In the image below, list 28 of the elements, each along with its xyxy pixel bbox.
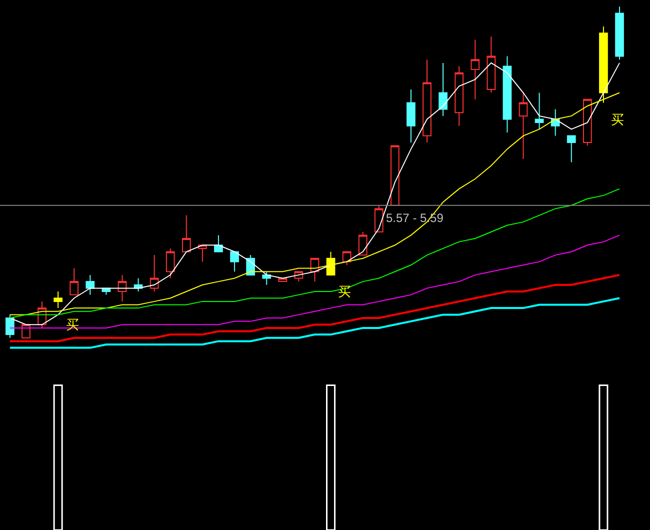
candlestick [214, 234, 223, 252]
candlestick [262, 271, 272, 286]
candlestick [518, 92, 528, 160]
candlestick [438, 62, 448, 116]
candlestick [54, 291, 62, 309]
candlestick [6, 314, 14, 338]
candlestick [118, 274, 127, 302]
candlestick [502, 56, 512, 133]
annotation: 买 [338, 285, 351, 300]
candlestick [470, 39, 480, 100]
candlestick [230, 251, 239, 272]
candlestick [86, 274, 95, 296]
candlestick [422, 59, 432, 143]
annotation: 买 [611, 113, 624, 128]
candlestick [358, 231, 368, 256]
candlestick [150, 254, 159, 292]
candlestick [182, 214, 191, 252]
candlestick [486, 36, 496, 94]
candlestick [454, 66, 464, 126]
candlestick [566, 135, 576, 163]
candlestick [583, 98, 592, 146]
candlestick [390, 145, 400, 206]
candlestick [166, 248, 175, 279]
candlestick [406, 88, 416, 143]
candlestick [70, 268, 79, 296]
candlestick [374, 204, 384, 232]
candlestick [615, 6, 624, 60]
candlestick [534, 92, 544, 130]
